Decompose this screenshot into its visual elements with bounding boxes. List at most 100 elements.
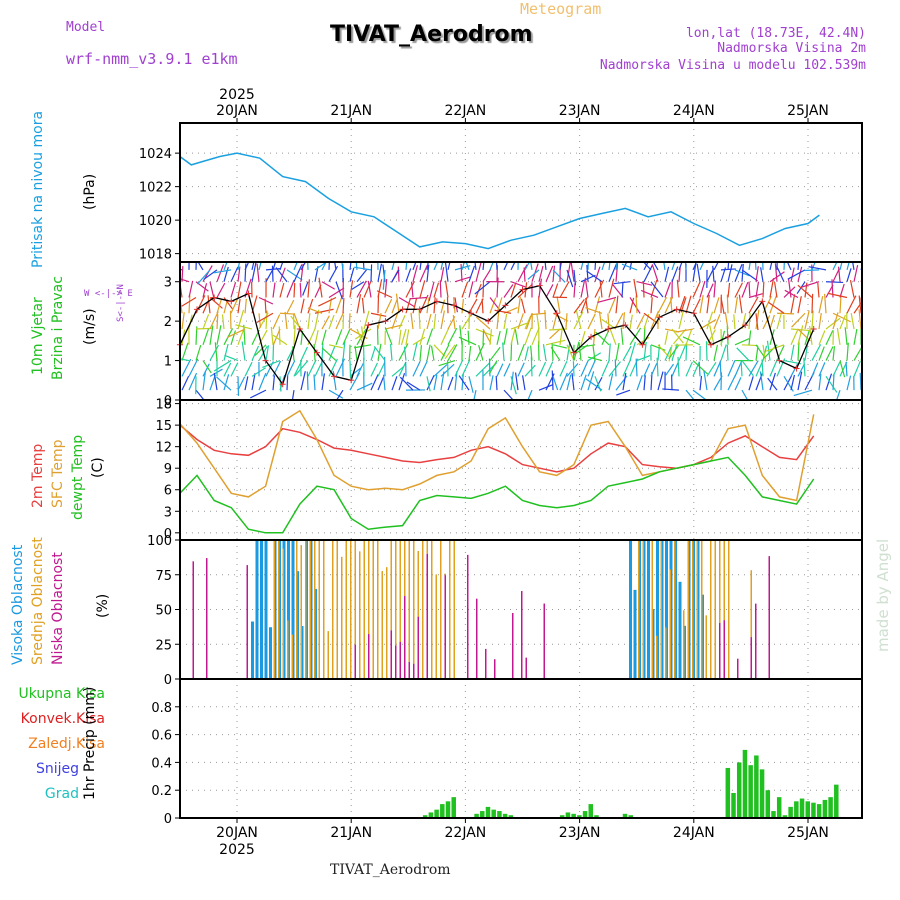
wind-arrow xyxy=(398,315,406,330)
wind-arrow xyxy=(629,297,635,314)
wind-arrow xyxy=(495,262,498,270)
wind-arrow xyxy=(412,262,417,271)
wind-arrow xyxy=(209,344,220,361)
cloud-bar-low xyxy=(467,554,469,679)
wind-arrow xyxy=(671,266,679,282)
wind-arrow xyxy=(503,389,514,400)
wind-arrow xyxy=(351,281,365,290)
wind-arrow xyxy=(734,282,743,298)
wind-arrow xyxy=(592,328,596,348)
wind-arrow xyxy=(377,376,385,391)
cloud-bar-low xyxy=(368,634,370,679)
wind-arrow xyxy=(664,330,669,345)
precip-bar xyxy=(759,769,765,818)
cloud-bar-low xyxy=(768,556,770,679)
cloud-bar-high xyxy=(251,621,254,679)
wind-gust-mark xyxy=(450,302,457,309)
cloud-bar-mid xyxy=(656,635,658,679)
wind-arrow xyxy=(748,376,754,391)
wind-arrow xyxy=(397,266,400,282)
wind-arrow xyxy=(762,281,765,298)
cloud-bar-mid xyxy=(728,540,730,679)
wind-gust-mark xyxy=(468,310,475,317)
wind-arrow xyxy=(398,361,407,377)
precip-bar xyxy=(736,762,742,818)
precip-bar xyxy=(559,815,565,818)
wind-arrow xyxy=(230,281,237,298)
wind-arrow xyxy=(629,314,633,330)
wind-gust-mark xyxy=(810,326,817,333)
wind-arrow xyxy=(615,262,618,270)
cloud-bar-mid xyxy=(714,540,716,679)
wind-arrow xyxy=(827,292,848,299)
wind-arrow xyxy=(787,278,792,298)
wind-arrow xyxy=(790,328,811,332)
wind-arrow xyxy=(733,314,736,330)
wind-arrow xyxy=(244,361,253,377)
wind-arrow xyxy=(391,298,398,314)
wind-arrow xyxy=(314,308,334,314)
wind-arrow xyxy=(461,373,464,391)
cloud-bar-low xyxy=(426,553,428,679)
cloud-bar-mid xyxy=(431,540,433,679)
cloud-bar-mid xyxy=(750,570,752,679)
cloud-bar-mid xyxy=(705,615,707,679)
wind-arrow xyxy=(403,346,407,361)
wind-arrow xyxy=(676,279,680,298)
wind-arrow xyxy=(692,281,701,298)
wind-arrow xyxy=(300,371,306,391)
wind-arrow xyxy=(797,328,811,342)
wind-arrow xyxy=(349,262,352,270)
wind-arrow xyxy=(832,373,835,391)
wind-arrow xyxy=(608,361,621,377)
wind-arrow xyxy=(398,343,409,361)
wind-arrow xyxy=(370,346,376,361)
cloud-bar-low xyxy=(354,644,356,679)
wind-arrow xyxy=(244,376,249,391)
wind-arrow xyxy=(858,309,862,330)
wind-arrow xyxy=(377,279,383,298)
wind-arrow xyxy=(594,376,603,391)
wind-arrow xyxy=(328,287,345,298)
wind-arrow xyxy=(335,281,344,300)
wind-arrow xyxy=(727,282,731,298)
wind-arrow xyxy=(797,325,804,345)
cloud-bar-low xyxy=(755,603,757,679)
wind-arrow xyxy=(769,271,785,283)
wind-arrow xyxy=(762,262,764,270)
wind-arrow xyxy=(817,282,820,298)
precip-bar xyxy=(782,815,788,818)
wind-arrow xyxy=(713,314,721,330)
wind-arrow xyxy=(837,266,841,282)
precip-bar xyxy=(508,815,514,818)
wind-arrow xyxy=(713,280,717,298)
precip-bar xyxy=(582,811,588,818)
wind-arrow xyxy=(853,345,862,361)
wind-arrow xyxy=(461,313,473,330)
wind-arrow xyxy=(754,262,757,270)
wind-arrow xyxy=(496,277,499,298)
precip-bar xyxy=(491,809,496,818)
wind-arrow xyxy=(538,361,547,377)
wind-arrow xyxy=(461,298,464,314)
pressure-ytick-label: 1018 xyxy=(139,248,172,263)
wind-arrow xyxy=(664,266,670,282)
wind-arrow xyxy=(713,344,719,361)
wind-arrow xyxy=(706,311,714,330)
wind-arrow xyxy=(643,375,646,391)
wind-arrow xyxy=(657,371,664,391)
wind-arrow xyxy=(216,299,222,314)
wind-arrow xyxy=(496,330,501,345)
wind-arrow xyxy=(230,330,236,345)
cloud-bar-mid xyxy=(692,540,694,679)
precip-bar xyxy=(822,799,828,818)
wind-arrow xyxy=(769,295,778,314)
wind-gust-mark xyxy=(725,333,732,340)
wind-arrow xyxy=(678,262,683,271)
cloud-bar-low xyxy=(444,575,446,679)
wind-arrow xyxy=(614,359,617,377)
wind-arrow xyxy=(405,262,408,270)
wind-arrow xyxy=(292,314,295,330)
wind-arrow xyxy=(328,345,336,361)
wind-arrow xyxy=(481,298,484,314)
